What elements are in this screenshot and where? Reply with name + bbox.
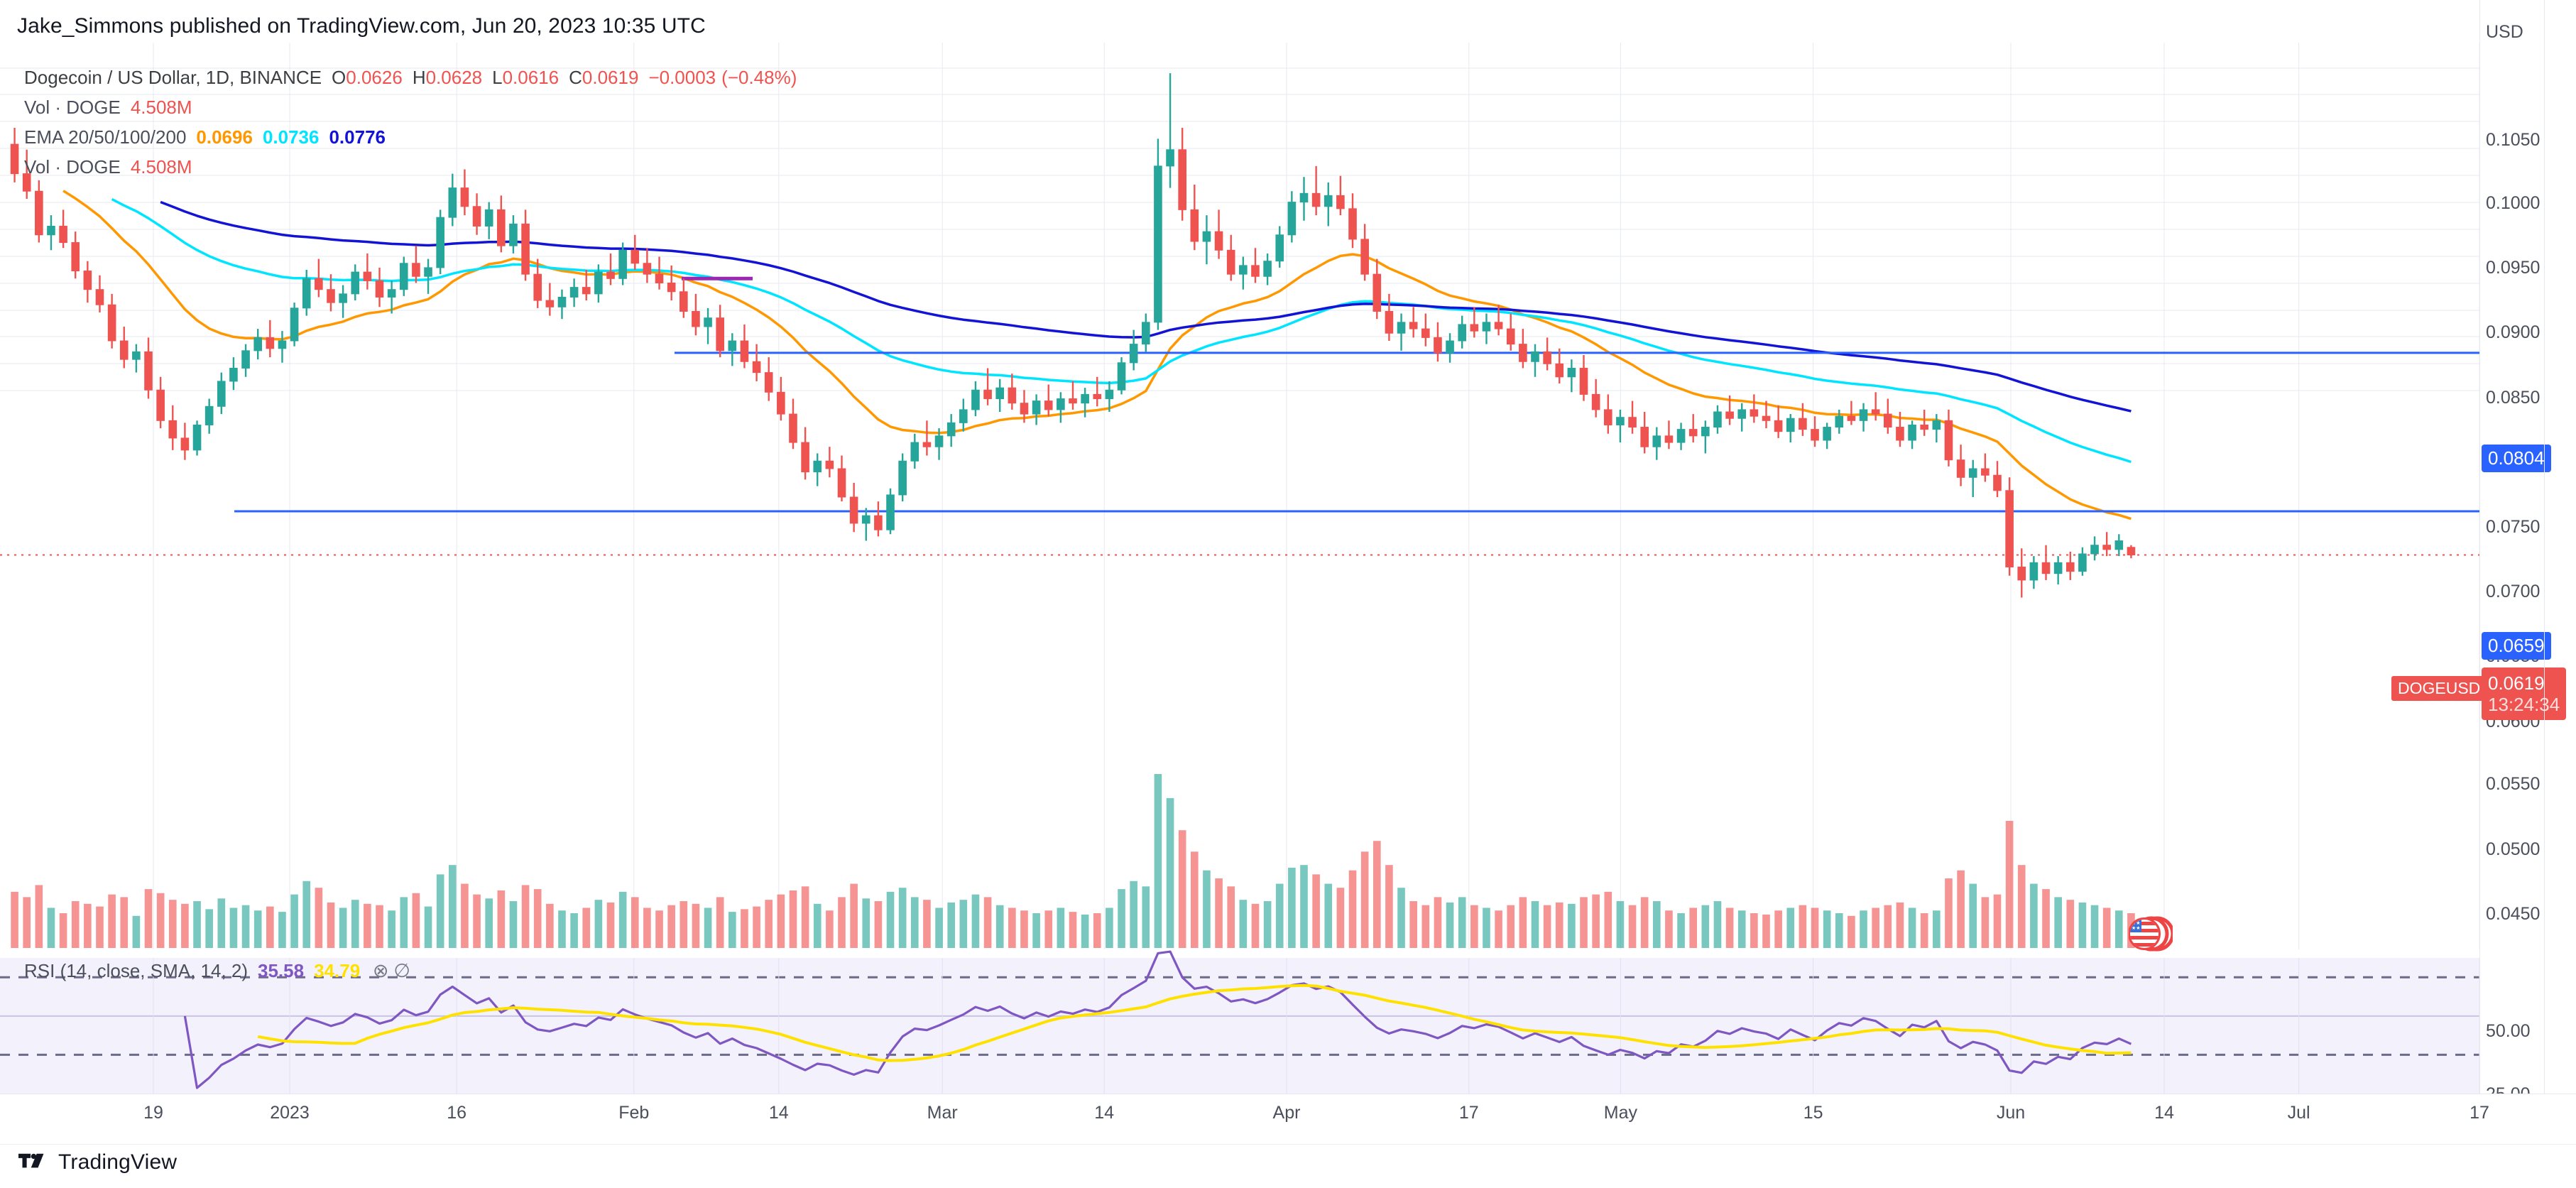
price-pane[interactable] xyxy=(0,43,2480,949)
price-tick-0.0850: 0.0850 xyxy=(2486,387,2540,408)
time-tick-17: 17 xyxy=(2469,1103,2489,1123)
svg-text:★★: ★★ xyxy=(2132,920,2141,926)
legend-volume-row-top[interactable]: Vol · DOGE 4.508M xyxy=(24,92,797,122)
legend-high-key: H xyxy=(412,67,426,88)
legend-open-value: 0.0626 xyxy=(346,67,403,88)
last-price-badge[interactable]: 0.0619 13:24:34 xyxy=(2482,667,2567,720)
price-tick-0.0700: 0.0700 xyxy=(2486,582,2540,602)
rsi-sma-value: 34.79 xyxy=(314,960,361,981)
legend-symbol-title[interactable]: Dogecoin / US Dollar, 1D, BINANCE xyxy=(24,67,322,88)
time-tick-Apr: Apr xyxy=(1272,1103,1301,1123)
price-axis-unit: USD xyxy=(2486,22,2523,42)
rsi-series-svg xyxy=(0,950,2480,1094)
price-tick-0.0750: 0.0750 xyxy=(2486,517,2540,537)
legend-change-pct: (−0.48%) xyxy=(721,67,797,88)
legend-volume-label: Vol · DOGE xyxy=(24,97,121,118)
publisher-byline: Jake_Simmons published on TradingView.co… xyxy=(17,14,706,38)
time-tick-14: 14 xyxy=(2154,1103,2174,1123)
chart-legend[interactable]: Dogecoin / US Dollar, 1D, BINANCE O0.0626… xyxy=(24,62,797,182)
price-axis[interactable]: USD 0.10500.10000.09500.09000.08500.0800… xyxy=(2479,0,2576,1187)
legend-low-value: 0.0616 xyxy=(502,67,560,88)
tradingview-brand-text: TradingView xyxy=(58,1150,178,1174)
time-tick-2023: 2023 xyxy=(270,1103,310,1123)
legend-open-key: O xyxy=(332,67,346,88)
legend-volume-label-2: Vol · DOGE xyxy=(24,156,121,178)
time-tick-May: May xyxy=(1603,1103,1638,1123)
legend-close-key: C xyxy=(569,67,582,88)
price-tick-0.0500: 0.0500 xyxy=(2486,839,2540,859)
time-tick-19: 19 xyxy=(143,1103,163,1123)
legend-ema-row[interactable]: EMA 20/50/100/200 0.0696 0.0736 0.0776 xyxy=(24,122,797,152)
legend-ema100-value: 0.0776 xyxy=(329,126,386,148)
legend-ema-label: EMA 20/50/100/200 xyxy=(24,126,187,148)
legend-high-value: 0.0628 xyxy=(425,67,483,88)
rsi-legend[interactable]: RSI (14, close, SMA, 14, 2) 35.58 34.79 ⊗ ∅ xyxy=(24,960,413,982)
time-tick-16: 16 xyxy=(447,1103,467,1123)
price-tick-0.1000: 0.1000 xyxy=(2486,193,2540,213)
time-tick-14: 14 xyxy=(1094,1103,1115,1123)
legend-ema50-value: 0.0736 xyxy=(262,126,320,148)
price-series-svg xyxy=(0,43,2480,949)
legend-symbol-row[interactable]: Dogecoin / US Dollar, 1D, BINANCE O0.0626… xyxy=(24,62,797,92)
legend-ema20-value: 0.0696 xyxy=(196,126,253,148)
price-tick-0.0550: 0.0550 xyxy=(2486,774,2540,795)
tradingview-logo-icon xyxy=(18,1153,44,1168)
time-tick-15: 15 xyxy=(1803,1103,1823,1123)
legend-volume-value-2: 4.508M xyxy=(130,156,192,178)
axis-divider xyxy=(2544,0,2545,1094)
rsi-pane[interactable] xyxy=(0,950,2480,1094)
resistance-price-badge[interactable]: 0.0804 xyxy=(2482,444,2551,472)
time-tick-Mar: Mar xyxy=(927,1103,958,1123)
rsi-legend-label[interactable]: RSI (14, close, SMA, 14, 2) xyxy=(24,960,249,981)
us-flag-sticker-icon: ★★ ★★ xyxy=(2128,912,2175,956)
time-tick-Jun: Jun xyxy=(1996,1103,2026,1123)
time-tick-Jul: Jul xyxy=(2287,1103,2310,1123)
legend-close-value: 0.0619 xyxy=(582,67,639,88)
price-tick-0.0450: 0.0450 xyxy=(2486,903,2540,924)
rsi-value: 35.58 xyxy=(258,960,305,981)
chart-plot-area[interactable] xyxy=(0,43,2480,1094)
time-tick-14: 14 xyxy=(768,1103,789,1123)
eye-off-icon[interactable]: ⊗ xyxy=(372,960,389,981)
price-tick-0.0900: 0.0900 xyxy=(2486,322,2540,343)
legend-change-abs: −0.0003 xyxy=(648,67,716,88)
bar-countdown: 13:24:34 xyxy=(2488,694,2560,715)
time-axis[interactable]: 19 2023 16 Feb 14 Mar 14 Apr 17 May 15 Jun 14 Jul 17 xyxy=(0,1094,2576,1144)
price-tick-0.0950: 0.0950 xyxy=(2486,258,2540,278)
rsi-tick-50.00: 50.00 xyxy=(2486,1021,2531,1042)
time-tick-17: 17 xyxy=(1458,1103,1479,1123)
legend-volume-row-bottom[interactable]: Vol · DOGE 4.508M xyxy=(24,152,797,182)
last-price-value: 0.0619 xyxy=(2488,672,2545,694)
svg-text:★★: ★★ xyxy=(2132,925,2141,931)
tradingview-logo[interactable]: TradingView xyxy=(18,1150,177,1175)
legend-volume-value: 4.508M xyxy=(130,97,192,118)
no-entry-icon[interactable]: ∅ xyxy=(393,960,410,981)
time-tick-Feb: Feb xyxy=(618,1103,650,1123)
symbol-price-tag: DOGEUSD xyxy=(2391,676,2487,701)
support-price-badge[interactable]: 0.0659 xyxy=(2482,631,2551,660)
price-tick-0.1050: 0.1050 xyxy=(2486,130,2540,151)
footer-bar xyxy=(0,1144,2576,1188)
legend-low-key: L xyxy=(492,67,503,88)
